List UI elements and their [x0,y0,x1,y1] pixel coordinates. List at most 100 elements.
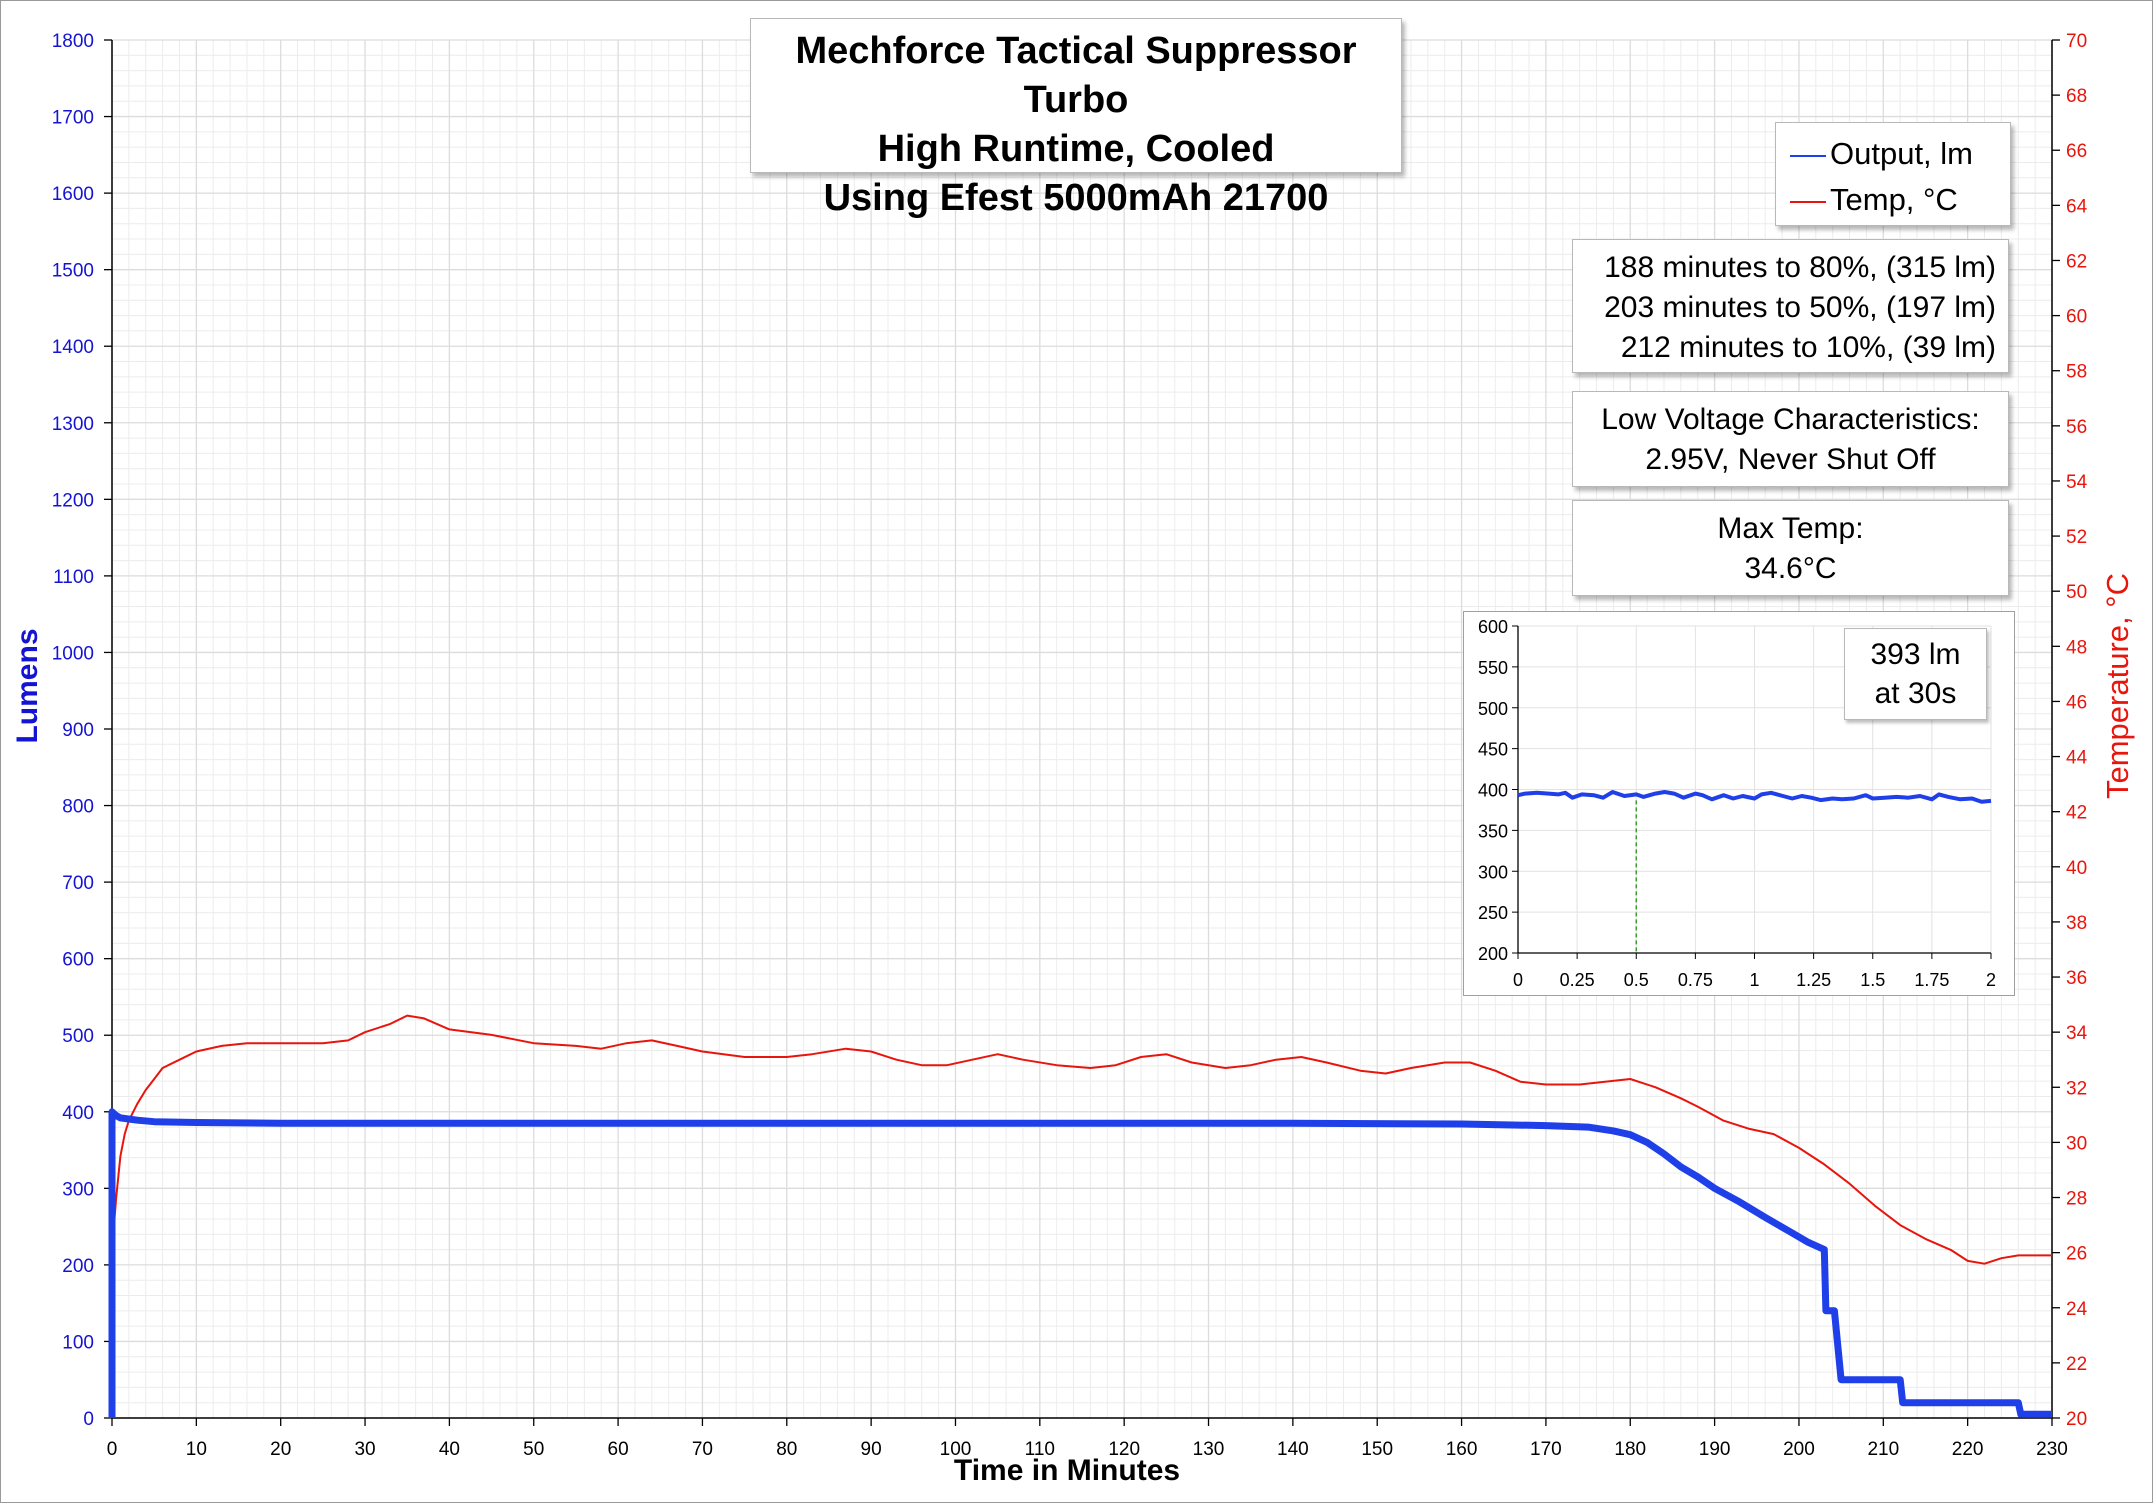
y2-tick-label: 44 [2066,748,2088,769]
y-tick-label: 600 [62,950,94,971]
y2-tick-label: 56 [2066,417,2087,438]
inset-y-tick-label: 250 [1478,903,1508,923]
x-tick-label: 160 [1446,1439,1478,1460]
y2-tick-label: 20 [2066,1409,2087,1430]
title-line-2: High Runtime, Cooled [877,128,1275,170]
y2-tick-label: 62 [2066,251,2087,272]
x-tick-label: 180 [1614,1439,1646,1460]
y2-tick-label: 50 [2066,582,2087,603]
legend-output-swatch [1790,154,1826,157]
runtime-info-box: 188 minutes to 80%, (315 lm) 203 minutes… [1572,239,2009,373]
low-voltage-value: 2.95V, Never Shut Off [1645,443,1936,476]
y-tick-label: 300 [62,1179,94,1200]
y-tick-label: 1700 [52,108,94,129]
inset-y-tick-label: 300 [1478,862,1508,882]
y-tick-label: 1100 [53,567,94,588]
y2-tick-label: 48 [2066,637,2087,658]
y2-tick-label: 30 [2066,1133,2087,1154]
inset-y-tick-label: 600 [1478,617,1508,637]
runtime-80: 188 minutes to 80%, (315 lm) [1604,251,1996,284]
x-tick-label: 200 [1783,1439,1815,1460]
y-tick-label: 1600 [52,184,94,205]
chart-title: Mechforce Tactical Suppressor Turbo High… [750,18,1402,219]
y2-tick-label: 66 [2066,141,2087,162]
inset-y-tick-label: 450 [1478,740,1508,760]
x-tick-label: 50 [523,1439,544,1460]
low-voltage-box: Low Voltage Characteristics: 2.95V, Neve… [1572,391,2009,487]
y2-tick-label: 26 [2066,1244,2087,1265]
temp-series-line [111,1014,2052,1265]
x-tick-label: 70 [692,1439,713,1460]
x-tick-label: 210 [1867,1439,1899,1460]
inset-x-tick-label: 0.75 [1678,970,1713,990]
y2-tick-label: 34 [2066,1023,2088,1044]
y-tick-label: 700 [62,873,94,894]
y2-tick-label: 42 [2066,803,2087,824]
runtime-10: 212 minutes to 10%, (39 lm) [1620,331,1996,364]
inset-x-tick-label: 1.5 [1860,970,1885,990]
legend-temp-label: Temp, °C [1830,182,1958,217]
low-voltage-title: Low Voltage Characteristics: [1601,403,1980,436]
y2-tick-label: 60 [2066,307,2087,328]
x-tick-label: 230 [2036,1439,2068,1460]
legend-output: Output, lm [1790,136,1973,171]
inset-x-tick-label: 0.25 [1560,970,1595,990]
inset-y-tick-label: 400 [1478,781,1508,801]
legend-temp: Temp, °C [1790,182,1958,217]
y-tick-label: 1500 [52,261,94,282]
legend-output-label: Output, lm [1830,136,1973,171]
inset-note-line-2: at 30s [1874,677,1957,710]
y2-tick-label: 38 [2066,913,2087,934]
y-tick-label: 400 [62,1103,94,1124]
x-tick-label: 170 [1530,1439,1562,1460]
x-tick-label: 10 [186,1439,207,1460]
x-tick-label: 20 [270,1439,291,1460]
x-tick-label: 90 [861,1439,882,1460]
y2-tick-label: 68 [2066,86,2087,107]
x-tick-label: 140 [1277,1439,1309,1460]
x-tick-label: 100 [940,1439,972,1460]
x-tick-label: 0 [107,1439,118,1460]
title-line-3: Using Efest 5000mAh 21700 [823,177,1329,219]
legend: Output, lm Temp, °C [1775,122,2011,226]
inset-x-tick-label: 1.75 [1914,970,1949,990]
inset-y-tick-label: 500 [1478,699,1508,719]
x-tick-label: 110 [1025,1439,1055,1460]
y2-tick-label: 24 [2066,1299,2088,1320]
x-tick-label: 190 [1699,1439,1731,1460]
y-tick-label: 500 [62,1026,94,1047]
x-tick-label: 220 [1952,1439,1984,1460]
max-temp-title: Max Temp: [1717,512,1864,545]
y2-tick-label: 22 [2066,1354,2087,1375]
max-temp-value: 34.6°C [1744,552,1837,585]
y-tick-label: 100 [62,1332,94,1353]
inset-x-tick-label: 0.5 [1624,970,1649,990]
y2-tick-label: 46 [2066,692,2087,713]
y2-tick-label: 32 [2066,1078,2087,1099]
y2-tick-label: 52 [2066,527,2087,548]
y2-tick-label: 70 [2066,31,2087,52]
inset-y-tick-label: 200 [1478,944,1508,964]
x-axis-label: Time in Minutes [953,1454,1181,1487]
y-tick-label: 1300 [52,414,94,435]
y-tick-label: 900 [62,720,94,741]
y-tick-label: 1800 [52,31,94,52]
y-tick-label: 800 [62,797,94,818]
inset-output-line [1517,790,1992,804]
inset-note: 393 lm at 30s [1844,628,1987,720]
max-temp-box: Max Temp: 34.6°C [1572,500,2009,596]
output-series-line [108,1108,2052,1418]
inset-x-tick-label: 2 [1986,970,1996,990]
runtime-50: 203 minutes to 50%, (197 lm) [1604,291,1996,324]
inset-y-tick-label: 350 [1478,821,1508,841]
y2-tick-label: 36 [2066,968,2087,989]
y-tick-label: 1000 [52,643,94,664]
y2-tick-label: 28 [2066,1189,2087,1210]
x-tick-label: 120 [1108,1439,1140,1460]
y2-tick-label: 58 [2066,362,2087,383]
y2-tick-label: 40 [2066,858,2087,879]
inset-x-tick-label: 1 [1749,970,1759,990]
legend-temp-swatch [1790,200,1826,203]
y-tick-label: 200 [62,1256,94,1277]
